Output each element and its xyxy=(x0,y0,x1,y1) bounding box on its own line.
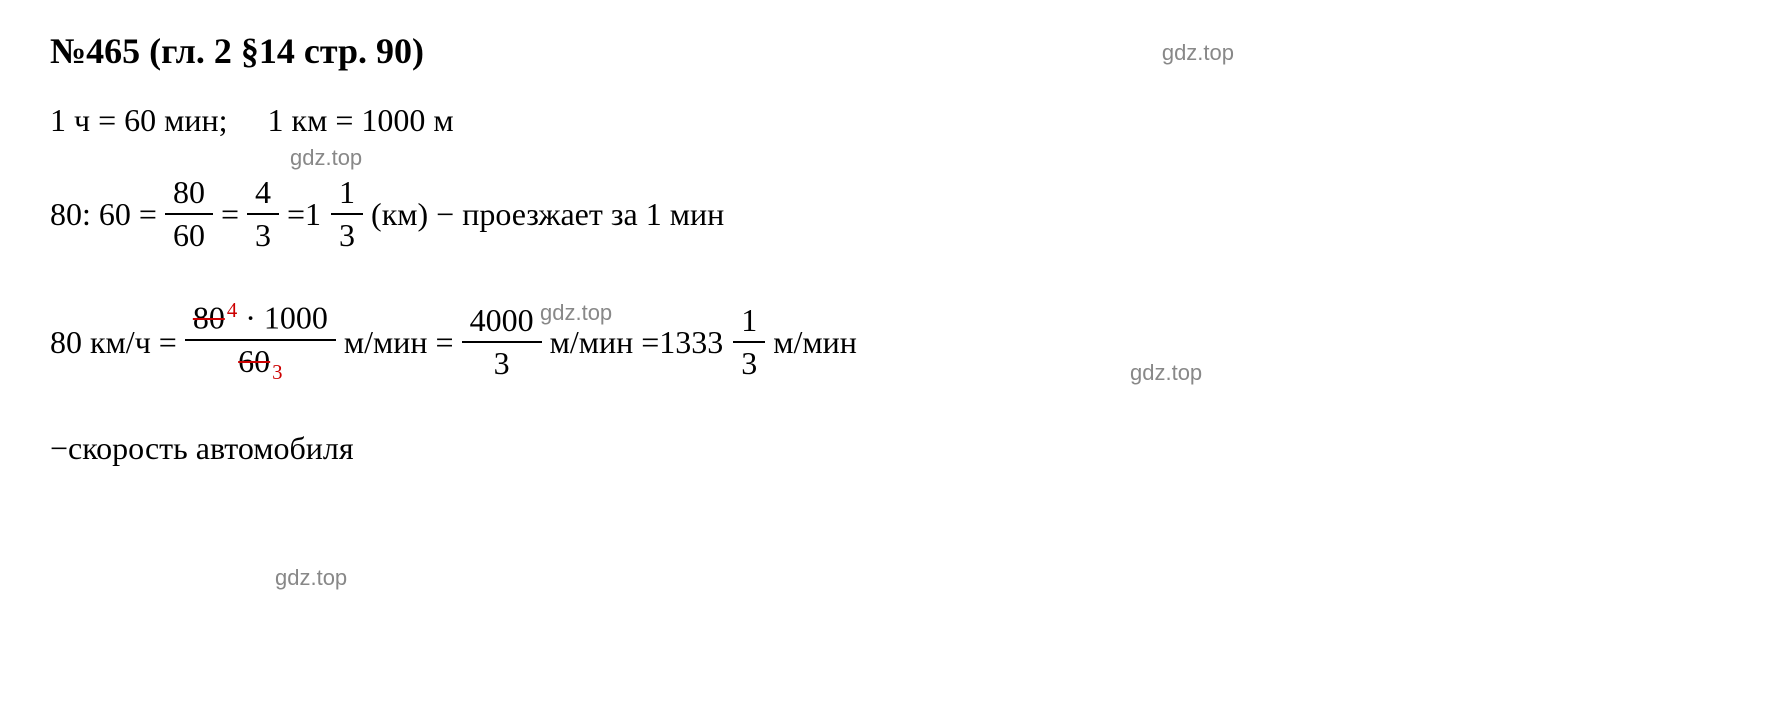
frac-num: 80 xyxy=(165,174,213,215)
problem-title: №465 (гл. 2 §14 стр. 90) xyxy=(50,30,1734,72)
frac-num-cancel: 804 · 1000 xyxy=(185,299,336,341)
watermark-5: gdz.top xyxy=(275,565,347,591)
unit-3: м/мин xyxy=(773,324,857,361)
fraction-cancel: 804 · 1000 603 xyxy=(185,299,336,385)
strike-80: 80 xyxy=(193,300,225,336)
mixed-den: 3 xyxy=(733,343,765,382)
mixed-1333-1-3: 1333 1 3 xyxy=(659,302,773,382)
equals-1: = xyxy=(221,196,239,233)
unit-1: м/мин = xyxy=(344,324,454,361)
frac-den: 3 xyxy=(247,215,279,254)
mixed-whole: 1 xyxy=(305,196,321,233)
line-answer: −скорость автомобиля xyxy=(50,430,1734,467)
unit-2: м/мин = xyxy=(550,324,660,361)
mixed-num: 1 xyxy=(733,302,765,343)
fraction-4000-3: 4000 3 xyxy=(462,302,542,382)
frac-den-cancel: 603 xyxy=(230,341,290,385)
watermark-3: gdz.top xyxy=(540,300,612,326)
sub-3: 3 xyxy=(272,361,282,384)
frac-den: 3 xyxy=(486,343,518,382)
units-hours: 1 ч = 60 мин; xyxy=(50,102,228,139)
equals-2: = xyxy=(287,196,305,233)
watermark-4: gdz.top xyxy=(1130,360,1202,386)
answer-text: −скорость автомобиля xyxy=(50,430,354,467)
line-per-minute: 80: 60 = 80 60 = 4 3 = 1 1 3 (км) − прое… xyxy=(50,174,1734,254)
frac-num: 4 xyxy=(247,174,279,215)
mixed-den: 3 xyxy=(331,215,363,254)
frac-num: 4000 xyxy=(462,302,542,343)
line-units: 1 ч = 60 мин; 1 км = 1000 м xyxy=(50,102,1734,139)
sup-4: 4 xyxy=(227,299,237,322)
times-1000: · 1000 xyxy=(237,300,328,336)
frac-den: 60 xyxy=(165,215,213,254)
watermark-top-right: gdz.top xyxy=(1162,40,1234,66)
watermark-2: gdz.top xyxy=(290,145,362,171)
fraction-4-3: 4 3 xyxy=(247,174,279,254)
line-speed-conversion: 80 км/ч = 804 · 1000 603 м/мин = 4000 3 … xyxy=(50,299,1734,385)
mixed-num: 1 xyxy=(331,174,363,215)
speed-prefix: 80 км/ч = xyxy=(50,324,177,361)
calc-prefix: 80: 60 = xyxy=(50,196,157,233)
calc-suffix: (км) − проезжает за 1 мин xyxy=(371,196,724,233)
strike-60: 60 xyxy=(238,343,270,379)
fraction-80-60: 80 60 xyxy=(165,174,213,254)
mixed-1-1-3: 1 1 3 xyxy=(305,174,371,254)
units-km: 1 км = 1000 м xyxy=(268,102,454,139)
mixed-whole: 1333 xyxy=(659,324,723,361)
